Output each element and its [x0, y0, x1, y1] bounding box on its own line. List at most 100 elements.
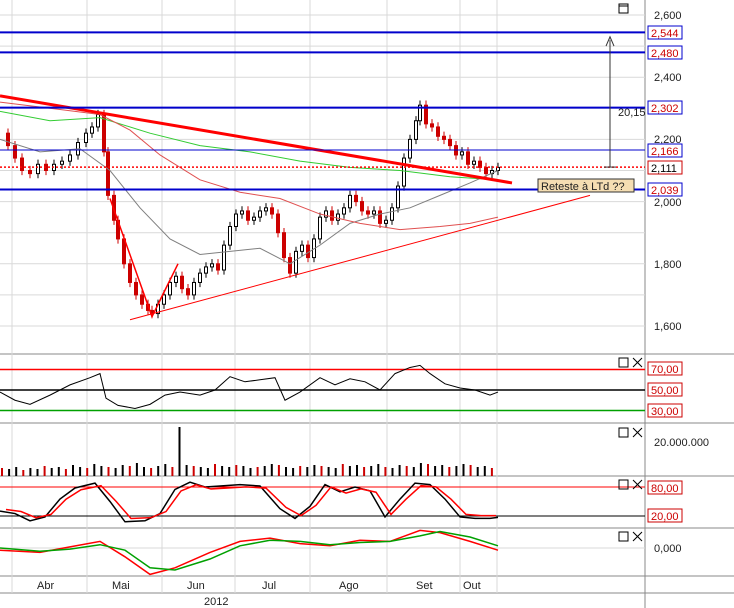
- candle-body: [180, 275, 184, 290]
- candle-body: [13, 145, 17, 159]
- candle-body: [84, 132, 88, 144]
- candle-body: [408, 138, 412, 159]
- candle-body: [366, 210, 370, 215]
- price-tick: 1,800: [654, 259, 682, 271]
- candle-body: [192, 281, 196, 296]
- candle-body: [276, 213, 280, 234]
- downtrend-line: [0, 94, 513, 185]
- price-tick: 2,000: [654, 197, 682, 209]
- measure-arrowhead: [605, 35, 615, 47]
- candle-body: [216, 263, 220, 271]
- macd-zero-label: 0,000: [654, 543, 682, 555]
- month-label: Ago: [339, 580, 359, 592]
- candle-body: [330, 210, 334, 221]
- candle-body: [270, 207, 274, 215]
- candle-body: [306, 244, 310, 259]
- level-label-2111: 2,111: [651, 163, 677, 175]
- uptrend-line: [129, 194, 591, 321]
- candle-body: [68, 154, 72, 162]
- level-label-2039: 2,039: [651, 185, 679, 197]
- month-label: Jul: [262, 580, 276, 592]
- candle-body: [342, 207, 346, 215]
- candle-body: [336, 213, 340, 221]
- close-icon[interactable]: [632, 427, 643, 438]
- candle-body: [360, 201, 364, 212]
- candle-body: [96, 114, 100, 128]
- price-tick: 1,600: [654, 321, 682, 333]
- candle-body: [282, 232, 286, 259]
- candle-body: [402, 157, 406, 187]
- maximize-icon[interactable]: [618, 531, 629, 542]
- maximize-icon[interactable]: [618, 427, 629, 438]
- candle-body: [102, 114, 106, 153]
- level-label-2480: 2,480: [651, 48, 679, 60]
- candle-body: [294, 250, 298, 274]
- moving-average-short: [0, 138, 499, 265]
- price-tick: 2,400: [654, 72, 682, 84]
- candle-body: [258, 210, 262, 218]
- year-label: 2012: [204, 596, 228, 608]
- rsi-level-50: 50,00: [651, 385, 679, 397]
- stoch-level-80: 80,00: [651, 483, 679, 495]
- month-label: Jun: [187, 580, 205, 592]
- measure-label: 20,15: [618, 107, 646, 119]
- maximize-icon[interactable]: [618, 479, 629, 490]
- candle-body: [240, 210, 244, 215]
- macd-signal-line: [0, 530, 499, 571]
- rsi-line: [0, 364, 499, 409]
- stoch-d-line: [5, 484, 496, 520]
- candle-body: [36, 163, 40, 175]
- candle-body: [234, 213, 238, 227]
- volume-label: 20.000.000: [654, 437, 709, 449]
- month-label: Mai: [112, 580, 130, 592]
- candle-body: [128, 263, 132, 283]
- level-label-2302: 2,302: [651, 103, 679, 115]
- rsi-level-30: 30,00: [651, 406, 679, 418]
- candle-body: [288, 257, 292, 274]
- maximize-icon[interactable]: [618, 3, 629, 14]
- candle-body: [496, 166, 500, 171]
- retest-label: Reteste à LTd ??: [541, 181, 625, 193]
- month-label: Out: [463, 580, 481, 592]
- candle-body: [168, 281, 172, 296]
- level-label-2166: 2,166: [651, 146, 679, 158]
- candle-body: [28, 170, 32, 175]
- month-label: Set: [416, 580, 433, 592]
- candle-body: [424, 104, 428, 125]
- candle-body: [140, 294, 144, 305]
- candle-body: [484, 166, 488, 175]
- candle-body: [436, 126, 440, 137]
- candle-body: [372, 210, 376, 215]
- candle-body: [460, 151, 464, 156]
- candle-body: [448, 138, 452, 147]
- candle-body: [20, 157, 24, 171]
- candle-body: [228, 225, 232, 246]
- month-label: Abr: [37, 580, 54, 592]
- candle-body: [430, 123, 434, 128]
- close-icon[interactable]: [632, 479, 643, 490]
- stoch-k-line: [0, 481, 499, 523]
- candle-body: [90, 126, 94, 134]
- level-label-2544: 2,544: [651, 28, 679, 40]
- candle-body: [324, 210, 328, 218]
- candle-body: [246, 210, 250, 221]
- candle-body: [204, 266, 208, 274]
- candle-body: [472, 160, 476, 165]
- candle-body: [318, 216, 322, 240]
- rsi-level-70: 70,00: [651, 364, 679, 376]
- maximize-icon[interactable]: [618, 357, 629, 368]
- moving-average-long: [0, 101, 499, 231]
- candle-body: [354, 194, 358, 203]
- candle-body: [106, 151, 110, 196]
- candle-body: [60, 160, 64, 165]
- price-tick: 2,200: [654, 134, 682, 146]
- candle-body: [348, 194, 352, 209]
- candle-body: [186, 288, 190, 296]
- macd-line: [0, 529, 499, 576]
- candle-body: [396, 185, 400, 209]
- close-icon[interactable]: [632, 357, 643, 368]
- candle-body: [222, 244, 226, 271]
- close-icon[interactable]: [632, 531, 643, 542]
- candle-body: [198, 272, 202, 283]
